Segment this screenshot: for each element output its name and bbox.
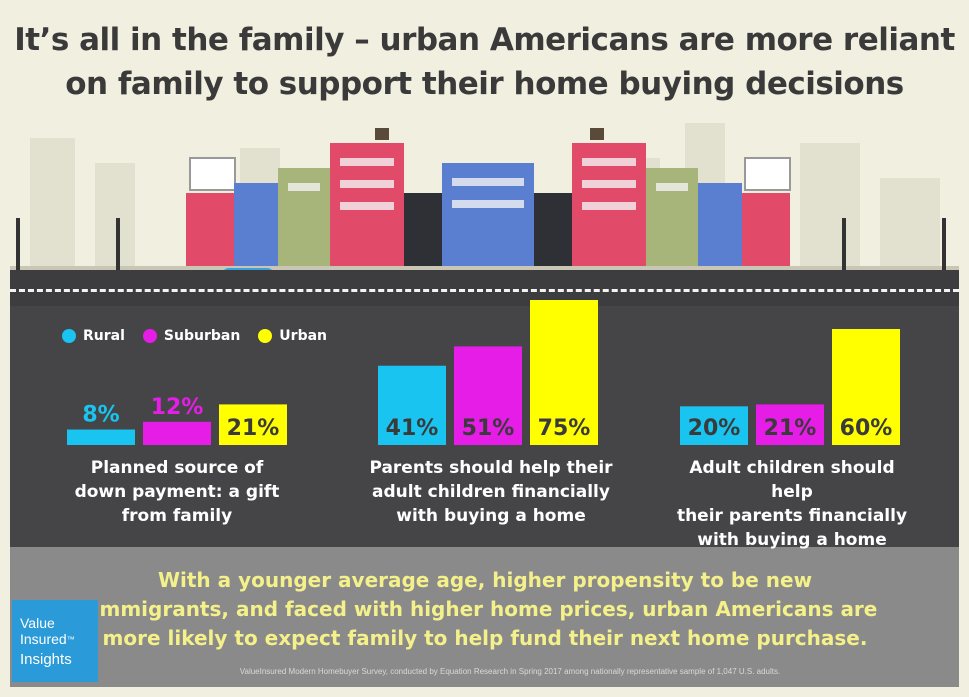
bar-value-label-rural-chart3: 20% bbox=[688, 416, 741, 441]
bar-rural-chart2 bbox=[378, 365, 446, 445]
city-skyline-illustration bbox=[10, 123, 959, 314]
caption-line: Planned source of bbox=[90, 458, 264, 478]
source-note: ValueInsured Modern Homebuyer Survey, co… bbox=[239, 667, 781, 676]
logo-text-insured-line: Insured™ bbox=[20, 632, 75, 647]
summary-panel bbox=[10, 547, 959, 687]
legend-item-rural: Rural bbox=[62, 328, 125, 344]
legend-label-rural: Rural bbox=[83, 328, 125, 344]
bar-value-label-rural-chart2: 41% bbox=[386, 416, 439, 441]
bar-value-label-urban-chart2: 75% bbox=[538, 416, 591, 441]
caption-line: with buying a home bbox=[396, 506, 586, 526]
chart-caption-gift: Planned source of down payment: a gift f… bbox=[52, 456, 302, 528]
caption-line: with buying a home bbox=[697, 530, 887, 550]
chart-caption-children-help: Adult children should help their parents… bbox=[667, 456, 917, 552]
bar-urban-chart2 bbox=[530, 300, 598, 445]
summary-line: immigrants, and faced with higher home p… bbox=[92, 597, 878, 621]
legend-item-urban: Urban bbox=[258, 328, 327, 344]
bar-urban-chart3 bbox=[832, 329, 900, 445]
caption-line: adult children financially bbox=[372, 482, 610, 502]
caption-line: down payment: a gift bbox=[74, 482, 280, 502]
page-title: It’s all in the family – urban Americans… bbox=[10, 18, 959, 106]
bar-suburban-chart1 bbox=[143, 421, 211, 445]
legend-swatch-urban bbox=[258, 329, 273, 343]
title-text: It’s all in the family – urban Americans… bbox=[14, 22, 955, 102]
caption-line: Adult children should help bbox=[689, 458, 895, 502]
legend-swatch-rural bbox=[62, 329, 76, 343]
legend-label-urban: Urban bbox=[279, 328, 328, 344]
caption-line: Parents should help their bbox=[369, 458, 613, 478]
logo-text-insured: Insured bbox=[20, 631, 67, 647]
bar-value-label-rural-chart1: 8% bbox=[82, 403, 119, 428]
road-lane-marking bbox=[10, 289, 959, 292]
legend-label-suburban: Suburban bbox=[163, 328, 241, 344]
chart-legend: Rural Suburban Urban bbox=[62, 328, 327, 344]
chart-caption-parents-help: Parents should help their adult children… bbox=[366, 456, 616, 528]
summary-line: With a younger average age, higher prope… bbox=[157, 568, 813, 592]
caption-line: their parents financially bbox=[676, 506, 908, 526]
logo-text-insights: Insights bbox=[20, 651, 72, 668]
logo-trademark: ™ bbox=[66, 635, 75, 644]
bar-value-label-suburban-chart3: 21% bbox=[764, 416, 817, 441]
summary-line: more likely to expect family to help fun… bbox=[102, 626, 868, 650]
bar-suburban-chart2 bbox=[454, 346, 522, 445]
logo-text-value: Value bbox=[20, 615, 55, 631]
bar-rural-chart3 bbox=[680, 406, 748, 445]
legend-swatch-suburban bbox=[142, 329, 157, 343]
bar-value-label-urban-chart1: 21% bbox=[227, 416, 280, 441]
bar-suburban-chart3 bbox=[756, 404, 824, 445]
caption-line: from family bbox=[121, 506, 233, 526]
bar-urban-chart1 bbox=[219, 404, 287, 445]
bar-rural-chart1 bbox=[67, 429, 135, 445]
summary-text: With a younger average age, higher prope… bbox=[80, 566, 890, 653]
valueinsured-logo: Value Insured™ Insights bbox=[12, 600, 98, 682]
bar-value-label-urban-chart3: 60% bbox=[840, 416, 893, 441]
legend-item-suburban: Suburban bbox=[142, 328, 241, 344]
bar-value-label-suburban-chart1: 12% bbox=[151, 395, 204, 420]
bar-value-label-suburban-chart2: 51% bbox=[462, 416, 515, 441]
